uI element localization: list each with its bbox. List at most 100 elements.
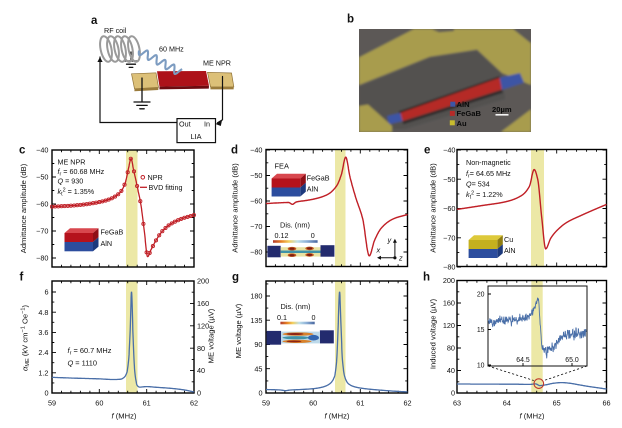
- svg-text:−60: −60: [36, 200, 48, 209]
- svg-text:a: a: [91, 15, 98, 27]
- svg-text:66: 66: [602, 398, 610, 407]
- svg-text:Dis. (nm): Dis. (nm): [280, 221, 310, 230]
- svg-text:60: 60: [95, 398, 103, 407]
- svg-text:Out: Out: [179, 120, 191, 129]
- svg-text:BVD fitting: BVD fitting: [149, 183, 183, 192]
- svg-text:f (MHz): f (MHz): [520, 412, 545, 421]
- svg-text:FeGaB: FeGaB: [457, 109, 482, 118]
- svg-text:0.12: 0.12: [275, 231, 289, 240]
- svg-text:ME NPR: ME NPR: [58, 158, 86, 167]
- svg-text:59: 59: [262, 398, 270, 407]
- svg-text:135: 135: [250, 316, 262, 325]
- svg-text:0: 0: [311, 231, 315, 240]
- svg-text:60: 60: [309, 398, 317, 407]
- svg-text:LIA: LIA: [190, 132, 201, 141]
- svg-text:−70: −70: [250, 222, 262, 231]
- svg-text:6: 6: [44, 288, 48, 297]
- svg-text:0: 0: [197, 389, 201, 398]
- svg-text:FEA: FEA: [275, 162, 289, 171]
- svg-text:fr= 64.65 MHz: fr= 64.65 MHz: [466, 169, 511, 180]
- svg-text:z: z: [398, 254, 403, 263]
- svg-text:f (MHz): f (MHz): [325, 412, 350, 421]
- svg-text:Q= 534: Q= 534: [466, 180, 490, 189]
- svg-text:200: 200: [197, 277, 209, 286]
- svg-text:20µm: 20µm: [492, 105, 512, 114]
- svg-text:80: 80: [447, 344, 455, 353]
- svg-text:40: 40: [197, 366, 205, 375]
- svg-text:64: 64: [503, 398, 511, 407]
- svg-text:40: 40: [447, 366, 455, 375]
- svg-text:NPR: NPR: [148, 173, 163, 182]
- svg-text:f: f: [20, 272, 24, 284]
- svg-text:AlN: AlN: [101, 239, 113, 248]
- svg-text:2.4: 2.4: [38, 348, 48, 357]
- svg-text:90: 90: [254, 340, 262, 349]
- svg-text:61: 61: [356, 398, 364, 407]
- svg-text:−70: −70: [443, 233, 455, 242]
- svg-text:−50: −50: [443, 175, 455, 184]
- svg-text:FeGaB: FeGaB: [307, 174, 330, 183]
- svg-text:0: 0: [451, 389, 455, 398]
- svg-text:AlN: AlN: [307, 185, 319, 194]
- svg-text:h: h: [423, 272, 430, 284]
- svg-text:Cu: Cu: [504, 235, 513, 244]
- svg-text:80: 80: [197, 344, 205, 353]
- svg-text:4.8: 4.8: [38, 308, 48, 317]
- svg-text:−40: −40: [443, 146, 455, 155]
- svg-text:x: x: [376, 246, 381, 255]
- svg-text:Induced voltage (µV): Induced voltage (µV): [429, 298, 438, 369]
- svg-text:ME voltage (µV): ME voltage (µV): [234, 303, 243, 358]
- svg-text:0: 0: [312, 313, 316, 322]
- svg-text:αME (kV cm−1 Oe−1): αME (kV cm−1 Oe−1): [21, 305, 32, 372]
- svg-text:3.6: 3.6: [38, 328, 48, 337]
- svg-text:b: b: [347, 14, 354, 26]
- svg-text:−40: −40: [250, 146, 262, 155]
- svg-text:e: e: [424, 145, 430, 157]
- svg-text:65.0: 65.0: [565, 357, 579, 364]
- svg-text:120: 120: [197, 321, 209, 330]
- svg-text:62: 62: [403, 398, 411, 407]
- svg-text:0.1: 0.1: [277, 313, 287, 322]
- svg-text:c: c: [19, 145, 26, 157]
- svg-text:200: 200: [443, 276, 455, 285]
- svg-text:61: 61: [143, 398, 151, 407]
- svg-text:63: 63: [453, 398, 461, 407]
- svg-text:In: In: [204, 120, 210, 129]
- svg-text:−60: −60: [443, 204, 455, 213]
- svg-text:Admittance amplitude (dB): Admittance amplitude (dB): [19, 163, 28, 253]
- svg-text:10: 10: [477, 362, 485, 369]
- svg-text:d: d: [231, 145, 238, 157]
- svg-text:Q = 930: Q = 930: [58, 177, 84, 186]
- svg-text:160: 160: [197, 299, 209, 308]
- svg-text:120: 120: [443, 321, 455, 330]
- svg-text:20: 20: [477, 291, 485, 298]
- svg-text:−80: −80: [36, 254, 48, 263]
- svg-text:g: g: [232, 272, 239, 284]
- svg-text:Dis. (nm): Dis. (nm): [281, 302, 311, 311]
- svg-text:Au: Au: [457, 119, 467, 128]
- svg-text:15: 15: [477, 327, 485, 334]
- svg-text:Admittance amplitude (dB): Admittance amplitude (dB): [429, 163, 438, 253]
- svg-text:Q = 1110: Q = 1110: [68, 359, 98, 368]
- svg-text:ME NPR: ME NPR: [203, 59, 231, 68]
- svg-text:Non-magnetic: Non-magnetic: [466, 158, 511, 167]
- svg-text:64.5: 64.5: [516, 357, 530, 364]
- svg-text:AlN: AlN: [504, 246, 516, 255]
- svg-text:kt2 = 1.35%: kt2 = 1.35%: [58, 187, 95, 198]
- svg-text:−60: −60: [250, 197, 262, 206]
- svg-text:160: 160: [443, 299, 455, 308]
- svg-text:AlN: AlN: [457, 100, 470, 109]
- svg-text:−50: −50: [250, 171, 262, 180]
- svg-text:ME voltage (µV): ME voltage (µV): [207, 308, 216, 363]
- svg-text:−80: −80: [443, 263, 455, 272]
- svg-text:0: 0: [44, 389, 48, 398]
- svg-text:−40: −40: [36, 146, 48, 155]
- svg-text:FeGaB: FeGaB: [101, 228, 124, 237]
- svg-text:65: 65: [553, 398, 561, 407]
- svg-text:fr = 60.7 MHz: fr = 60.7 MHz: [68, 346, 112, 357]
- svg-text:−50: −50: [36, 173, 48, 182]
- svg-text:y: y: [387, 236, 393, 245]
- svg-text:180: 180: [250, 292, 262, 301]
- svg-text:45: 45: [254, 364, 262, 373]
- svg-text:60 MHz: 60 MHz: [159, 45, 184, 54]
